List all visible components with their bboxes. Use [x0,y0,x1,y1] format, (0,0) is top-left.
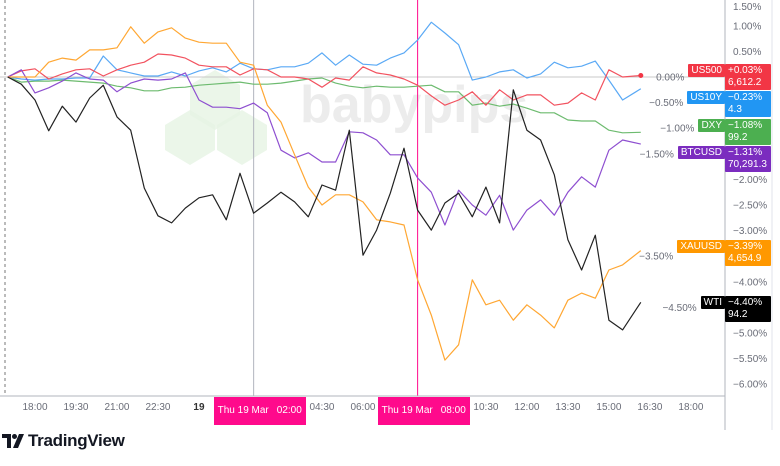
brand-name: TradingView [28,431,125,450]
y-tick-label: −5.00% [733,329,767,340]
series-line-us10y[interactable] [7,21,642,101]
time-axis[interactable]: 18:00 19:30 21:00 22:30 19 04:30 06:00 10:30 12:… [22,402,703,413]
y-tick-label: 0.00% [656,73,684,84]
tag-value: −3.39% 4,654.9 [725,240,771,266]
tag-value: −0.23% 4.3 [725,91,771,117]
crosshair-time: 08:00 [440,405,466,416]
x-tick-label: 19:30 [63,402,88,413]
y-tick-label: −4.00% [733,277,767,288]
tradingview-logo[interactable]: TradingView [2,431,125,451]
price-axis[interactable]: 1.50% 1.00% 0.50% 0.00% −0.50% −1.00% −1.50% −2… [639,2,767,391]
tag-symbol: US500 [688,64,725,77]
y-tick-label: 1.00% [733,21,761,32]
tag-price: 6,612.2 [728,77,762,88]
x-tick-label: 06:00 [350,402,375,413]
tag-value: −4.40% 94.2 [725,296,771,322]
tag-price: 4.3 [728,104,742,115]
tag-price: 70,291.3 [728,159,767,170]
tag-price: 99.2 [728,132,748,143]
y-tick-label: 0.50% [733,47,761,58]
x-tick-label: 19 [193,402,205,413]
tag-change: −3.39% [728,241,763,252]
crosshair-time-label: Thu 19 Mar 08:00 [377,397,470,425]
tradingview-logo-icon [2,434,24,448]
y-tick-label: −1.50% [640,149,674,160]
tag-value: −1.08% 99.2 [725,119,771,145]
y-tick-label: 1.50% [733,2,761,13]
x-tick-label: 13:30 [555,402,580,413]
tag-change: +0.03% [728,65,763,76]
series-line-us500[interactable] [7,53,641,106]
y-tick-label: −5.50% [733,354,767,365]
tag-symbol: US10Y [687,91,725,104]
tag-symbol: XAUUSD [677,240,725,253]
y-tick-label: −3.50% [639,252,673,263]
tag-change: −1.31% [728,147,763,158]
tag-change: −0.23% [728,92,763,103]
tag-symbol: DXY [698,119,725,132]
tag-symbol: WTI [700,296,725,309]
x-tick-label: 12:00 [514,402,539,413]
x-tick-label: 21:00 [104,402,129,413]
watermark-text: babypips [300,76,528,134]
series-line-dxy[interactable] [7,76,641,134]
babypips-watermark: babypips [165,70,528,165]
tag-price: 4,654.9 [728,253,762,264]
x-tick-label: 22:30 [145,402,170,413]
tag-price: 94.2 [728,309,748,320]
tag-change: −4.40% [728,297,763,308]
crosshair-time-label: Thu 19 Mar 02:00 [213,397,306,425]
y-tick-label: −2.50% [733,201,767,212]
tag-change: −1.08% [728,120,763,131]
x-tick-label: 18:00 [678,402,703,413]
y-tick-label: −4.50% [662,303,696,314]
x-tick-label: 16:30 [637,402,662,413]
series-line-btcusd[interactable] [7,69,641,231]
crosshair-day: Thu 19 Mar [217,405,269,416]
y-tick-label: −1.00% [660,124,694,135]
last-price-dot [638,72,644,78]
y-tick-label: −6.00% [733,380,767,391]
crosshair-day: Thu 19 Mar [381,405,433,416]
x-tick-label: 04:30 [309,402,334,413]
series-line-wti[interactable] [7,76,642,331]
crosshair-time: 02:00 [276,405,302,416]
y-tick-label: −2.00% [733,175,767,186]
y-tick-label: −3.00% [733,226,767,237]
comparison-chart[interactable]: babypips 1.50% 1.00% 0.50% 0.00% −0.50% −1.00… [0,0,780,430]
x-tick-label: 10:30 [473,402,498,413]
tag-symbol: BTCUSD [677,146,725,159]
series-line-xauusd[interactable] [7,26,642,361]
x-tick-label: 15:00 [596,402,621,413]
x-tick-label: 18:00 [22,402,47,413]
tag-value: +0.03% 6,612.2 [725,64,771,90]
tag-value: −1.31% 70,291.3 [725,146,771,172]
y-tick-label: −0.50% [649,98,683,109]
